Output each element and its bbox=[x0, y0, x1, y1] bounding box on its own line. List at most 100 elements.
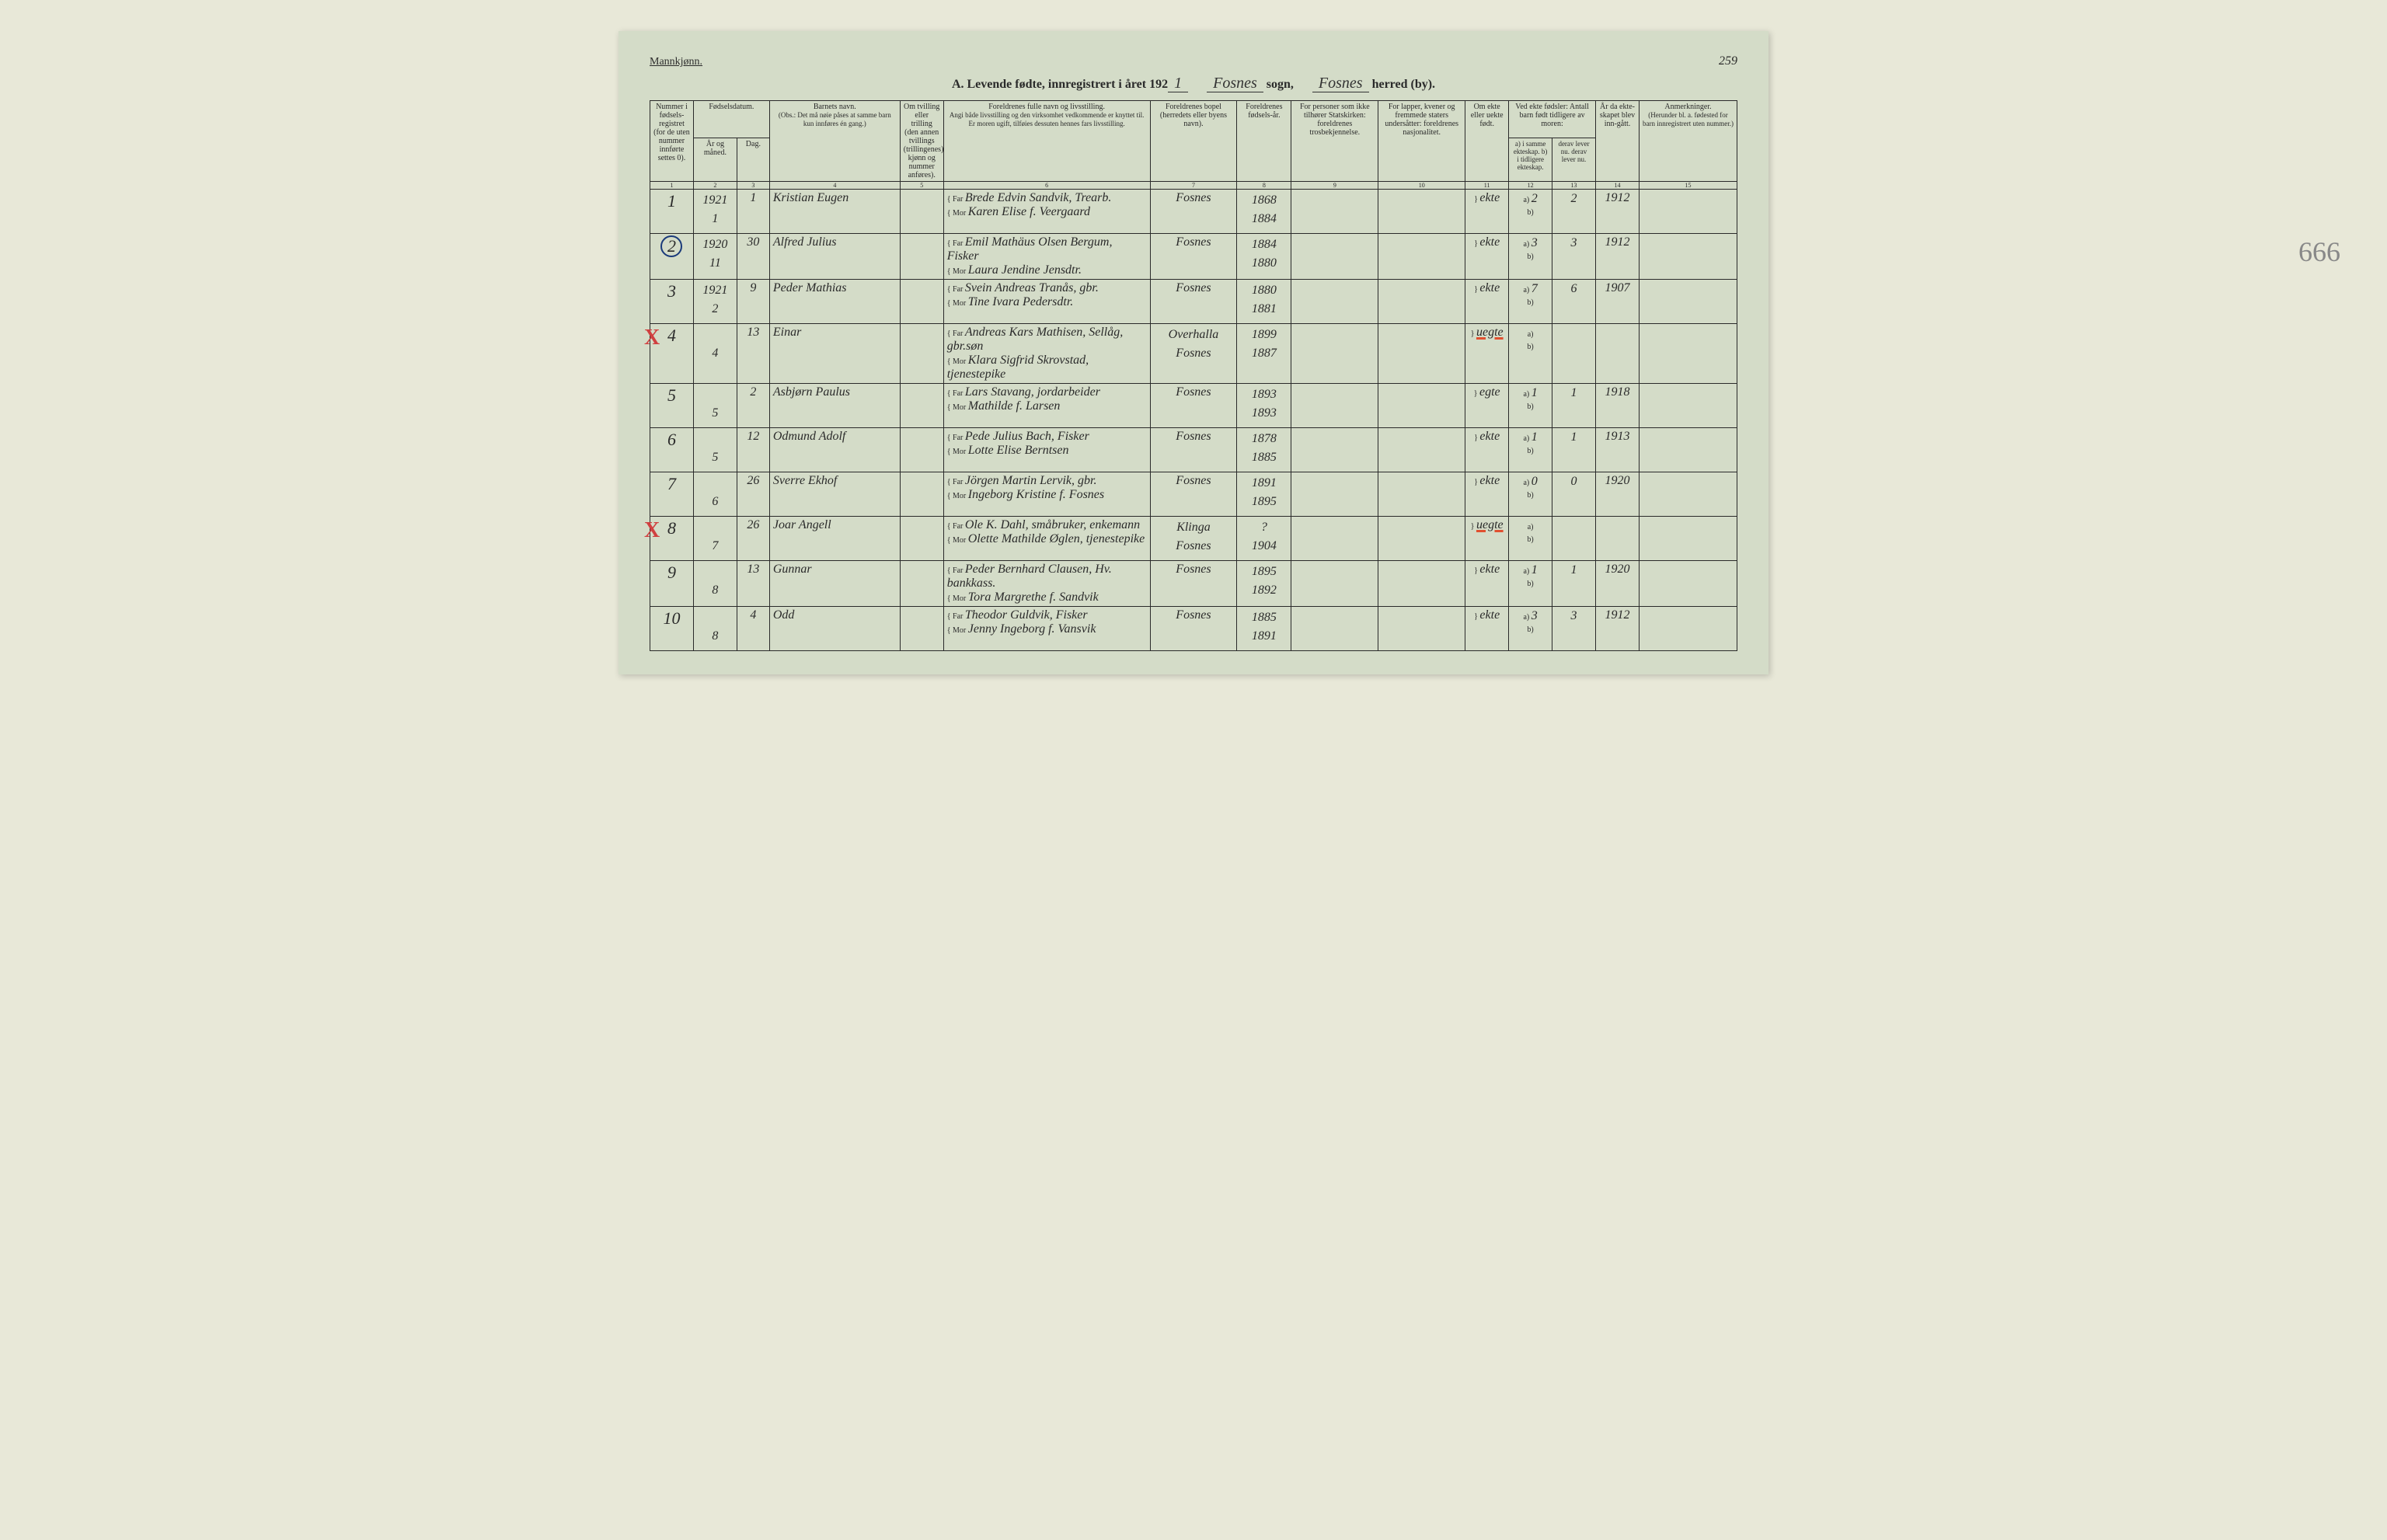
far-label: { Far bbox=[947, 389, 965, 398]
colnum: 4 bbox=[769, 182, 900, 190]
cell-remarks bbox=[1639, 384, 1737, 428]
father-year: 1884 bbox=[1252, 238, 1277, 251]
col-3-header: Dag. bbox=[737, 138, 769, 181]
cell-remarks bbox=[1639, 280, 1737, 324]
table-row: X4 4 13 Einar { Far Andreas Kars Mathise… bbox=[650, 324, 1737, 384]
cell-parents: { Far Svein Andreas Tranås, gbr. { Mor T… bbox=[943, 280, 1150, 324]
cell-ekte: } uegte bbox=[1465, 324, 1509, 384]
row-number: 3 bbox=[667, 281, 676, 301]
cell-remarks bbox=[1639, 561, 1737, 607]
cell-parents: { Far Andreas Kars Mathisen, Sellåg, gbr… bbox=[943, 324, 1150, 384]
ekte-value: ekte bbox=[1479, 235, 1500, 249]
marriage-year: 1913 bbox=[1605, 430, 1630, 443]
cell-ekte: } ekte bbox=[1465, 472, 1509, 517]
count-lever: 3 bbox=[1571, 236, 1577, 249]
day: 13 bbox=[747, 326, 759, 339]
colnum: 6 bbox=[943, 182, 1150, 190]
father-name: Lars Stavang, jordarbeider bbox=[965, 385, 1100, 399]
table-body: 1 1921 1 1 Kristian Eugen { Far Brede Ed… bbox=[650, 190, 1737, 651]
cell-count-a: a) 3 b) bbox=[1509, 234, 1552, 280]
cell-bopel: KlingaFosnes bbox=[1150, 517, 1237, 561]
cell-count-lever bbox=[1552, 517, 1596, 561]
cell-num: X4 bbox=[650, 324, 694, 384]
gender-label: Mannkjønn. bbox=[650, 56, 702, 68]
ekte-value: ekte bbox=[1479, 430, 1500, 443]
bopel: Fosnes bbox=[1176, 191, 1211, 204]
cell-bopel: Fosnes bbox=[1150, 472, 1237, 517]
father-year: 1868 bbox=[1252, 193, 1277, 207]
month: 8 bbox=[712, 584, 718, 597]
cell-ekte: } ekte bbox=[1465, 428, 1509, 472]
count-lever: 6 bbox=[1571, 282, 1577, 295]
cell-nationality bbox=[1378, 190, 1465, 234]
far-label: { Far bbox=[947, 522, 965, 531]
cell-religion bbox=[1291, 384, 1378, 428]
cell-count-lever: 3 bbox=[1552, 607, 1596, 651]
marriage-year: 1920 bbox=[1605, 474, 1630, 487]
count-a: 1 bbox=[1532, 430, 1538, 444]
mor-label: { Mor bbox=[947, 594, 968, 603]
far-label: { Far bbox=[947, 478, 965, 486]
marriage-year: 1907 bbox=[1605, 281, 1630, 294]
bopel: Fosnes bbox=[1176, 385, 1211, 399]
count-lever: 3 bbox=[1571, 609, 1577, 622]
father-year: ? bbox=[1261, 521, 1267, 534]
bopel-mor: Fosnes bbox=[1176, 347, 1211, 360]
far-label: { Far bbox=[947, 239, 965, 248]
father-name: Theodor Guldvik, Fisker bbox=[965, 608, 1088, 622]
cell-count-a: a) b) bbox=[1509, 324, 1552, 384]
mor-label: { Mor bbox=[947, 299, 968, 308]
row-number: 4 bbox=[667, 326, 676, 345]
cell-marriage-year: 1912 bbox=[1596, 607, 1640, 651]
cell-year-month: 8 bbox=[693, 561, 737, 607]
col-14-header: År da ekte-skapet blev inn-gått. bbox=[1596, 101, 1640, 182]
cell-religion bbox=[1291, 280, 1378, 324]
cell-ekte: } egte bbox=[1465, 384, 1509, 428]
cell-day: 4 bbox=[737, 607, 769, 651]
mother-name: Tora Margrethe f. Sandvik bbox=[968, 591, 1099, 604]
bopel-far: Klinga bbox=[1176, 521, 1211, 534]
cell-marriage-year: 1912 bbox=[1596, 234, 1640, 280]
cell-year-month: 8 bbox=[693, 607, 737, 651]
cell-num: 5 bbox=[650, 384, 694, 428]
cell-twin bbox=[900, 607, 943, 651]
cell-marriage-year: 1912 bbox=[1596, 190, 1640, 234]
cell-parent-years: 1893 1893 bbox=[1237, 384, 1291, 428]
cell-parents: { Far Pede Julius Bach, Fisker { Mor Lot… bbox=[943, 428, 1150, 472]
ekte-value: uegte bbox=[1476, 518, 1504, 531]
cell-remarks bbox=[1639, 324, 1737, 384]
month: 1 bbox=[712, 212, 718, 225]
cell-bopel: Fosnes bbox=[1150, 280, 1237, 324]
cell-count-a: a) 1 b) bbox=[1509, 384, 1552, 428]
day: 26 bbox=[747, 474, 759, 487]
bopel: Fosnes bbox=[1176, 281, 1211, 294]
bopel: Fosnes bbox=[1176, 474, 1211, 487]
row-number: 5 bbox=[667, 385, 676, 405]
count-a: 1 bbox=[1532, 563, 1538, 577]
cell-marriage-year: 1920 bbox=[1596, 561, 1640, 607]
cell-year-month: 4 bbox=[693, 324, 737, 384]
father-name: Pede Julius Bach, Fisker bbox=[965, 430, 1089, 443]
ekte-value: egte bbox=[1479, 385, 1500, 399]
father-year: 1880 bbox=[1252, 284, 1277, 297]
register-page: Mannkjønn. 259 A. Levende fødte, innregi… bbox=[619, 31, 1768, 674]
cell-year-month: 1921 1 bbox=[693, 190, 737, 234]
cell-count-lever: 1 bbox=[1552, 561, 1596, 607]
cell-parents: { Far Brede Edvin Sandvik, Trearb. { Mor… bbox=[943, 190, 1150, 234]
table-row: 10 8 4 Odd { Far Theodor Guldvik, Fisker… bbox=[650, 607, 1737, 651]
mother-name: Mathilde f. Larsen bbox=[968, 399, 1061, 413]
child-name: Peder Mathias bbox=[773, 281, 847, 294]
cell-num: 2 bbox=[650, 234, 694, 280]
count-a: 3 bbox=[1532, 609, 1538, 622]
mother-year: 1887 bbox=[1252, 347, 1277, 360]
far-label: { Far bbox=[947, 434, 965, 442]
cell-num: 3 bbox=[650, 280, 694, 324]
cell-child-name: Odd bbox=[769, 607, 900, 651]
month: 11 bbox=[709, 256, 721, 270]
ekte-value: ekte bbox=[1479, 281, 1500, 294]
cell-religion bbox=[1291, 607, 1378, 651]
mother-year: 1881 bbox=[1252, 302, 1277, 315]
cell-parent-years: 1899 1887 bbox=[1237, 324, 1291, 384]
child-name: Odd bbox=[773, 608, 795, 622]
father-year: 1885 bbox=[1252, 611, 1277, 624]
